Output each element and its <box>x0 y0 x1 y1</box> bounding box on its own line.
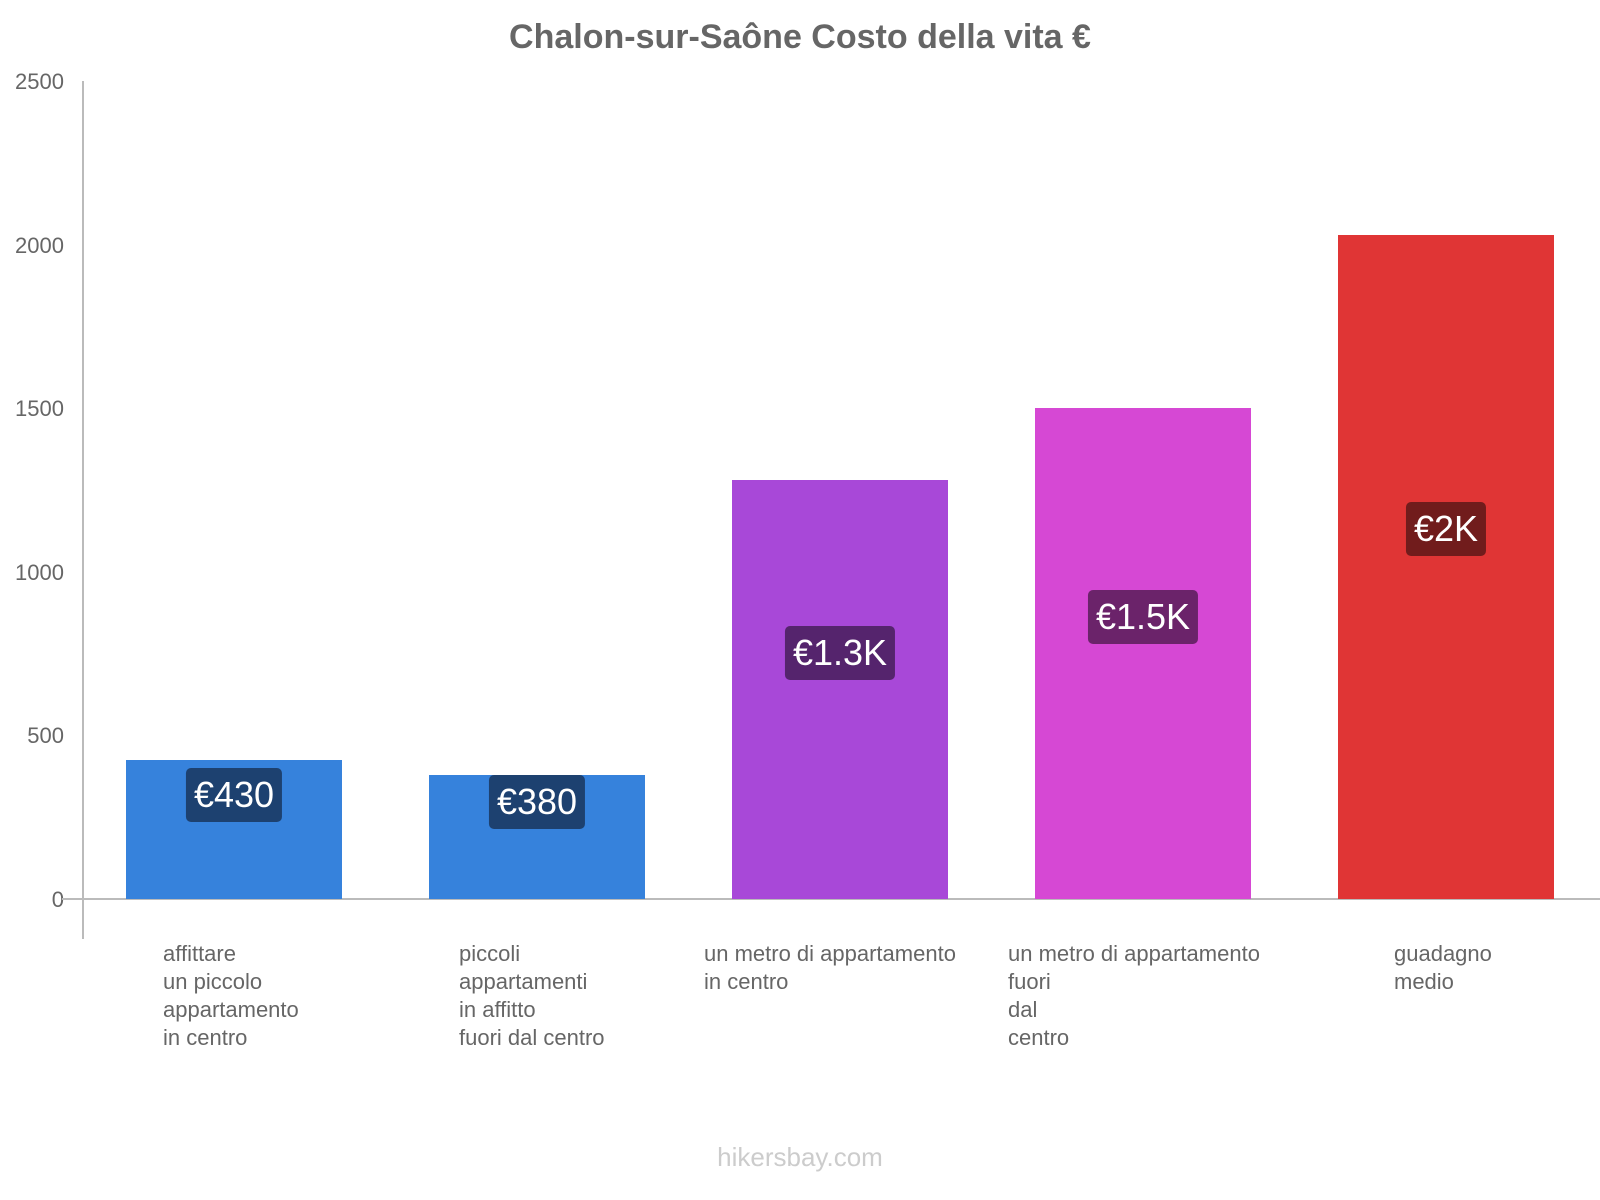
bar-value-label: €2K <box>1405 502 1487 556</box>
bar-value-label: €1.3K <box>784 626 896 680</box>
bar-value-label: €380 <box>488 775 586 829</box>
x-tick-label: un metro di appartamento in centro <box>704 941 956 994</box>
x-tick-label: affittare un piccolo appartamento in cen… <box>163 941 299 1050</box>
x-axis <box>62 898 1600 900</box>
y-tick-label: 500 <box>27 723 64 748</box>
watermark: hikersbay.com <box>717 1142 883 1172</box>
x-tick-label: guadagno medio <box>1394 941 1492 994</box>
bar-value-label: €1.5K <box>1087 590 1199 644</box>
bar <box>1338 234 1554 899</box>
y-tick-label: 2000 <box>15 233 64 258</box>
x-tick-label: piccoli appartamenti in affitto fuori da… <box>459 941 605 1050</box>
y-tick-label: 0 <box>51 887 64 912</box>
chart-title: Chalon-sur-Saône Costo della vita € <box>509 18 1091 56</box>
bar <box>732 480 948 899</box>
y-axis <box>82 81 84 939</box>
x-tick-label: un metro di appartamento fuori dal centr… <box>1008 941 1260 1050</box>
y-tick-label: 1000 <box>15 560 64 585</box>
bar-value-label: €430 <box>185 768 283 822</box>
y-tick-label: 2500 <box>15 69 64 94</box>
bar <box>1035 408 1251 899</box>
y-tick-label: 1500 <box>15 396 64 421</box>
